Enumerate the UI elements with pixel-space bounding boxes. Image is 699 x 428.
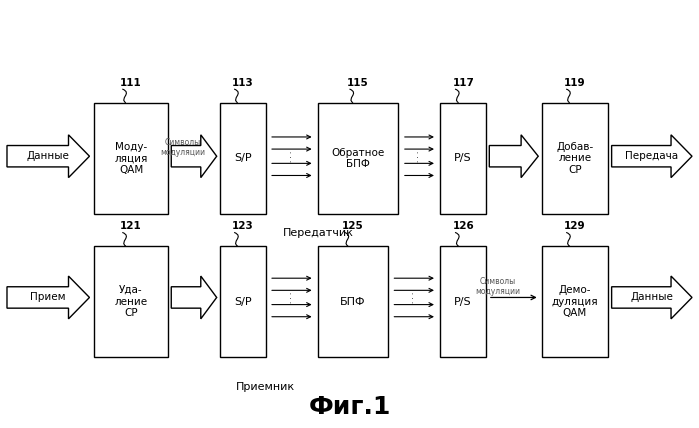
Text: · · ·: · · · — [411, 292, 417, 303]
Text: Уда-
ление
СР: Уда- ление СР — [115, 285, 147, 318]
Text: Демо-
дуляция
QAM: Демо- дуляция QAM — [552, 285, 598, 318]
Text: P/S: P/S — [454, 153, 472, 163]
Text: БПФ: БПФ — [340, 297, 366, 307]
Text: · · ·: · · · — [289, 151, 295, 162]
FancyBboxPatch shape — [440, 246, 486, 357]
Polygon shape — [489, 135, 538, 178]
Text: S/P: S/P — [234, 153, 252, 163]
Text: Прием: Прием — [31, 292, 66, 303]
FancyBboxPatch shape — [94, 103, 168, 214]
Text: 125: 125 — [342, 221, 364, 231]
Text: 113: 113 — [231, 78, 254, 88]
Polygon shape — [171, 276, 217, 319]
Text: 121: 121 — [120, 221, 142, 231]
Text: 119: 119 — [564, 78, 585, 88]
Text: Символы
модуляции: Символы модуляции — [161, 138, 206, 158]
Text: 129: 129 — [564, 221, 585, 231]
FancyBboxPatch shape — [440, 103, 486, 214]
Text: Символы
модуляции: Символы модуляции — [475, 277, 520, 297]
Text: Моду-
ляция
QAM: Моду- ляция QAM — [115, 142, 147, 175]
FancyBboxPatch shape — [318, 246, 388, 357]
Text: Данные: Данные — [630, 292, 673, 303]
FancyBboxPatch shape — [94, 246, 168, 357]
FancyBboxPatch shape — [542, 246, 608, 357]
Text: · · ·: · · · — [417, 151, 422, 162]
Text: Обратное
БПФ: Обратное БПФ — [331, 148, 385, 169]
Text: Добав-
ление
СР: Добав- ление СР — [556, 142, 593, 175]
FancyBboxPatch shape — [220, 246, 266, 357]
Text: 111: 111 — [120, 78, 142, 88]
Polygon shape — [612, 276, 692, 319]
Text: Передача: Передача — [625, 151, 679, 161]
Text: Приемник: Приемник — [236, 382, 295, 392]
Polygon shape — [612, 135, 692, 178]
Text: 115: 115 — [347, 78, 369, 88]
Polygon shape — [7, 276, 89, 319]
FancyBboxPatch shape — [318, 103, 398, 214]
Text: Передатчик: Передатчик — [282, 228, 354, 238]
Text: Фиг.1: Фиг.1 — [308, 395, 391, 419]
Text: P/S: P/S — [454, 297, 472, 307]
Text: Данные: Данные — [27, 151, 70, 161]
Polygon shape — [171, 135, 217, 178]
Text: 123: 123 — [231, 221, 254, 231]
Text: 117: 117 — [452, 78, 475, 88]
Text: · · ·: · · · — [289, 292, 295, 303]
FancyBboxPatch shape — [220, 103, 266, 214]
FancyBboxPatch shape — [542, 103, 608, 214]
Polygon shape — [7, 135, 89, 178]
Text: 126: 126 — [452, 221, 475, 231]
Text: S/P: S/P — [234, 297, 252, 307]
